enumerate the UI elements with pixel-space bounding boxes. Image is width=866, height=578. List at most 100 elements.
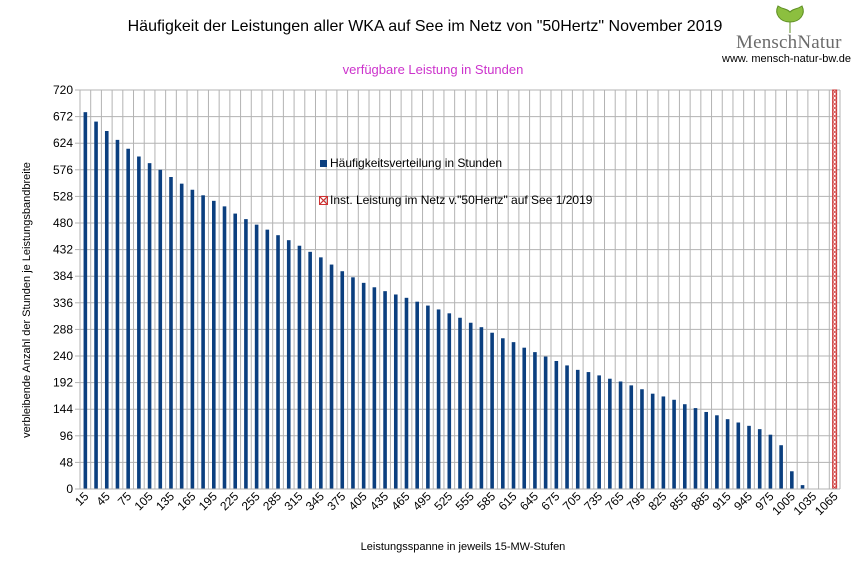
bar-930 bbox=[736, 422, 741, 489]
logo: MenschNatur www. mensch-natur-bw.de bbox=[722, 4, 864, 66]
installed-capacity-hatch bbox=[832, 225, 837, 231]
y-tick-label: 528 bbox=[53, 189, 73, 203]
y-axis-label: verbleibende Anzahl der Stunden je Leist… bbox=[21, 162, 33, 438]
bar-735 bbox=[597, 375, 601, 489]
bar-885 bbox=[704, 411, 708, 489]
installed-capacity-hatch bbox=[832, 333, 837, 339]
bar-525 bbox=[447, 313, 452, 489]
installed-capacity-hatch bbox=[832, 185, 837, 191]
x-tick-label: 1065 bbox=[812, 489, 841, 518]
y-tick-label: 144 bbox=[53, 402, 73, 416]
bar-420 bbox=[372, 287, 377, 489]
installed-capacity-hatch bbox=[832, 213, 837, 219]
bar-435 bbox=[383, 291, 387, 489]
installed-capacity-hatch bbox=[832, 245, 837, 251]
bar-135 bbox=[169, 177, 173, 490]
installed-capacity-hatch bbox=[832, 421, 837, 427]
bar-480 bbox=[415, 301, 419, 489]
bar-105 bbox=[147, 163, 152, 489]
bar-270 bbox=[265, 229, 270, 489]
bar-15 bbox=[83, 112, 88, 490]
installed-capacity-hatch bbox=[832, 133, 837, 139]
x-tick-label: 195 bbox=[196, 489, 220, 513]
x-tick-label: 285 bbox=[260, 489, 284, 513]
bar-390 bbox=[351, 277, 355, 489]
x-tick-label: 15 bbox=[72, 489, 92, 509]
bar-540 bbox=[458, 317, 462, 489]
bar-255 bbox=[254, 224, 259, 489]
installed-capacity-hatch bbox=[832, 373, 837, 379]
installed-capacity-hatch bbox=[832, 109, 837, 115]
installed-capacity-hatch bbox=[832, 309, 837, 315]
x-tick-label: 705 bbox=[560, 489, 584, 513]
installed-capacity-hatch bbox=[832, 257, 837, 263]
bar-1005 bbox=[790, 471, 794, 489]
x-tick-label: 855 bbox=[667, 489, 691, 513]
installed-capacity-hatch bbox=[832, 413, 837, 419]
installed-capacity-hatch bbox=[832, 377, 837, 383]
bar-615 bbox=[511, 342, 516, 489]
bar-600 bbox=[501, 338, 505, 489]
installed-capacity-hatch bbox=[832, 429, 837, 435]
installed-capacity-hatch bbox=[832, 329, 837, 335]
bar-945 bbox=[747, 425, 751, 489]
legend-item-installed-capacity: Inst. Leistung im Netz v."50Hertz" auf S… bbox=[319, 193, 592, 207]
bar-30 bbox=[94, 121, 98, 490]
installed-capacity-hatch bbox=[832, 117, 837, 123]
bar-300 bbox=[286, 240, 291, 489]
bar-75 bbox=[126, 148, 130, 489]
installed-capacity-hatch bbox=[832, 141, 837, 147]
installed-capacity-hatch bbox=[832, 229, 837, 235]
installed-capacity-hatch bbox=[832, 125, 837, 131]
installed-capacity-hatch bbox=[832, 273, 837, 279]
legend-label-installed-capacity: Inst. Leistung im Netz v."50Hertz" auf S… bbox=[330, 193, 593, 207]
y-tick-label: 288 bbox=[53, 322, 73, 336]
bar-780 bbox=[629, 385, 634, 489]
bar-870 bbox=[693, 408, 698, 489]
bar-45 bbox=[104, 131, 109, 489]
installed-capacity-hatch bbox=[832, 441, 837, 447]
installed-capacity-hatch bbox=[832, 93, 837, 99]
installed-capacity-hatch bbox=[832, 313, 837, 319]
bar-150 bbox=[179, 183, 184, 489]
x-tick-label: 645 bbox=[517, 489, 541, 513]
installed-capacity-hatch bbox=[832, 253, 837, 259]
bar-225 bbox=[233, 213, 238, 489]
ginkgo-leaf-icon bbox=[776, 5, 804, 33]
installed-capacity-hatch bbox=[832, 237, 837, 243]
bar-975 bbox=[768, 434, 773, 489]
logo-url: www. mensch-natur-bw.de bbox=[722, 53, 851, 65]
installed-capacity-hatch bbox=[832, 321, 837, 327]
bar-840 bbox=[672, 399, 676, 489]
bar-570 bbox=[479, 327, 484, 489]
installed-capacity-hatch bbox=[832, 365, 837, 371]
chart-title: Häufigkeit der Leistungen aller WKA auf … bbox=[127, 18, 723, 35]
bar-960 bbox=[757, 429, 762, 489]
installed-capacity-hatch bbox=[832, 97, 837, 103]
installed-capacity-hatch bbox=[832, 357, 837, 363]
installed-capacity-hatch bbox=[832, 453, 837, 459]
installed-capacity-hatch bbox=[832, 201, 837, 207]
installed-capacity-hatch bbox=[832, 89, 837, 95]
bar-675 bbox=[554, 360, 559, 489]
y-tick-label: 336 bbox=[53, 296, 73, 310]
x-axis-label: Leistungsspanne in jeweils 15-MW-Stufen bbox=[360, 541, 566, 553]
bar-825 bbox=[661, 396, 666, 489]
installed-capacity-hatch bbox=[832, 361, 837, 367]
installed-capacity-hatch bbox=[832, 233, 837, 239]
x-tick-label: 345 bbox=[303, 489, 327, 513]
y-tick-label: 240 bbox=[53, 349, 73, 363]
x-tick-label: 435 bbox=[367, 489, 391, 513]
x-tick-label: 945 bbox=[731, 489, 755, 513]
legend-swatch-hatch-icon bbox=[319, 196, 328, 205]
installed-capacity-hatch bbox=[832, 445, 837, 451]
installed-capacity-hatch bbox=[832, 281, 837, 287]
x-tick-label: 135 bbox=[153, 489, 177, 513]
bar-645 bbox=[533, 352, 537, 489]
y-tick-label: 96 bbox=[60, 429, 74, 443]
bar-510 bbox=[436, 309, 441, 489]
legend-label-frequency: Häufigkeitsverteilung in Stunden bbox=[330, 156, 503, 170]
x-tick-label: 525 bbox=[431, 489, 455, 513]
installed-capacity-hatch bbox=[832, 277, 837, 283]
